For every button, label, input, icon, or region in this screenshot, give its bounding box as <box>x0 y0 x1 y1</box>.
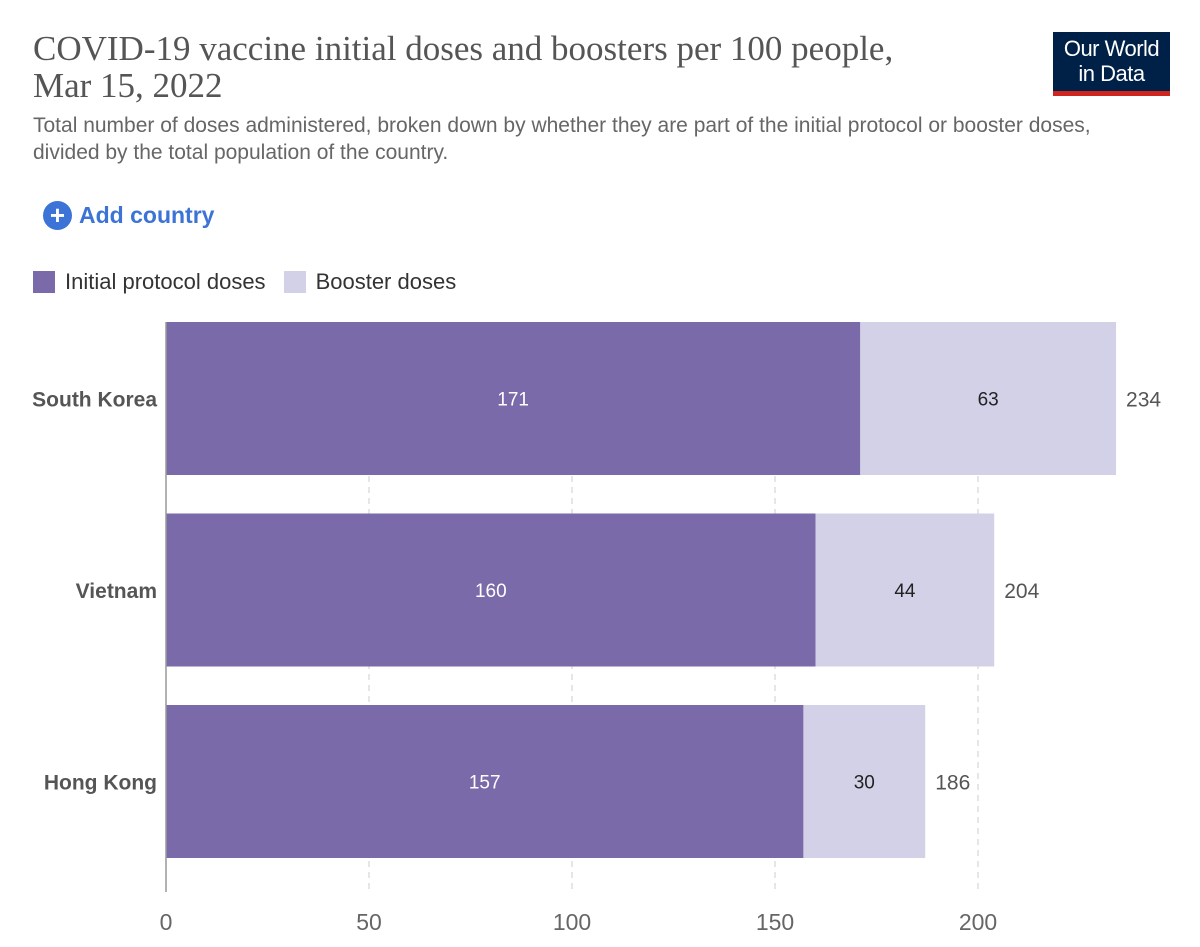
value-label-initial-vietnam: 160 <box>475 581 507 602</box>
value-label-initial-hong-kong: 157 <box>469 773 501 794</box>
plus-circle-icon: + <box>43 200 72 230</box>
legend-swatch-booster <box>283 271 306 293</box>
legend-label-booster: Booster doses <box>315 269 457 294</box>
owid-logo[interactable]: Our World in Data <box>1053 32 1170 96</box>
logo-line-1: Our World <box>1063 36 1160 61</box>
total-label-vietnam: 204 <box>1004 580 1039 603</box>
legend-item-initial[interactable]: Initial protocol doses <box>33 269 266 295</box>
legend-item-booster[interactable]: Booster doses <box>283 269 457 295</box>
bar-initial-vietnam <box>166 513 816 667</box>
bar-booster-south-korea <box>860 322 1117 475</box>
bar-booster-vietnam <box>815 513 995 667</box>
logo-line-2: in Data <box>1078 61 1145 86</box>
chart-title: COVID-19 vaccine initial doses and boost… <box>33 29 894 105</box>
legend-label-initial: Initial protocol doses <box>65 269 266 294</box>
x-tick-label-150: 150 <box>756 909 794 935</box>
category-label-vietnam: Vietnam <box>76 580 157 603</box>
legend-swatch-initial <box>33 271 55 293</box>
x-tick-label-0: 0 <box>160 909 173 935</box>
bar-initial-hong-kong <box>166 705 804 858</box>
x-tick-label-200: 200 <box>959 909 997 935</box>
value-label-booster-hong-kong: 30 <box>854 773 875 794</box>
add-country-button[interactable]: + Add country <box>43 200 214 230</box>
category-label-south-korea: South Korea <box>32 389 157 412</box>
chart-subtitle: Total number of doses administered, brok… <box>33 114 1091 164</box>
bar-initial-south-korea <box>166 322 861 475</box>
category-label-hong-kong: Hong Kong <box>44 772 157 795</box>
value-label-booster-south-korea: 63 <box>978 390 999 411</box>
legend: Initial protocol doses Booster doses <box>33 268 474 296</box>
value-label-initial-south-korea: 171 <box>497 390 529 411</box>
value-label-booster-vietnam: 44 <box>894 581 916 602</box>
add-country-label: Add country <box>79 201 215 228</box>
x-tick-label-50: 50 <box>356 909 382 935</box>
x-tick-label-100: 100 <box>553 909 591 935</box>
total-label-hong-kong: 186 <box>935 772 970 795</box>
total-label-south-korea: 234 <box>1126 389 1161 412</box>
bar-booster-hong-kong <box>803 705 926 858</box>
